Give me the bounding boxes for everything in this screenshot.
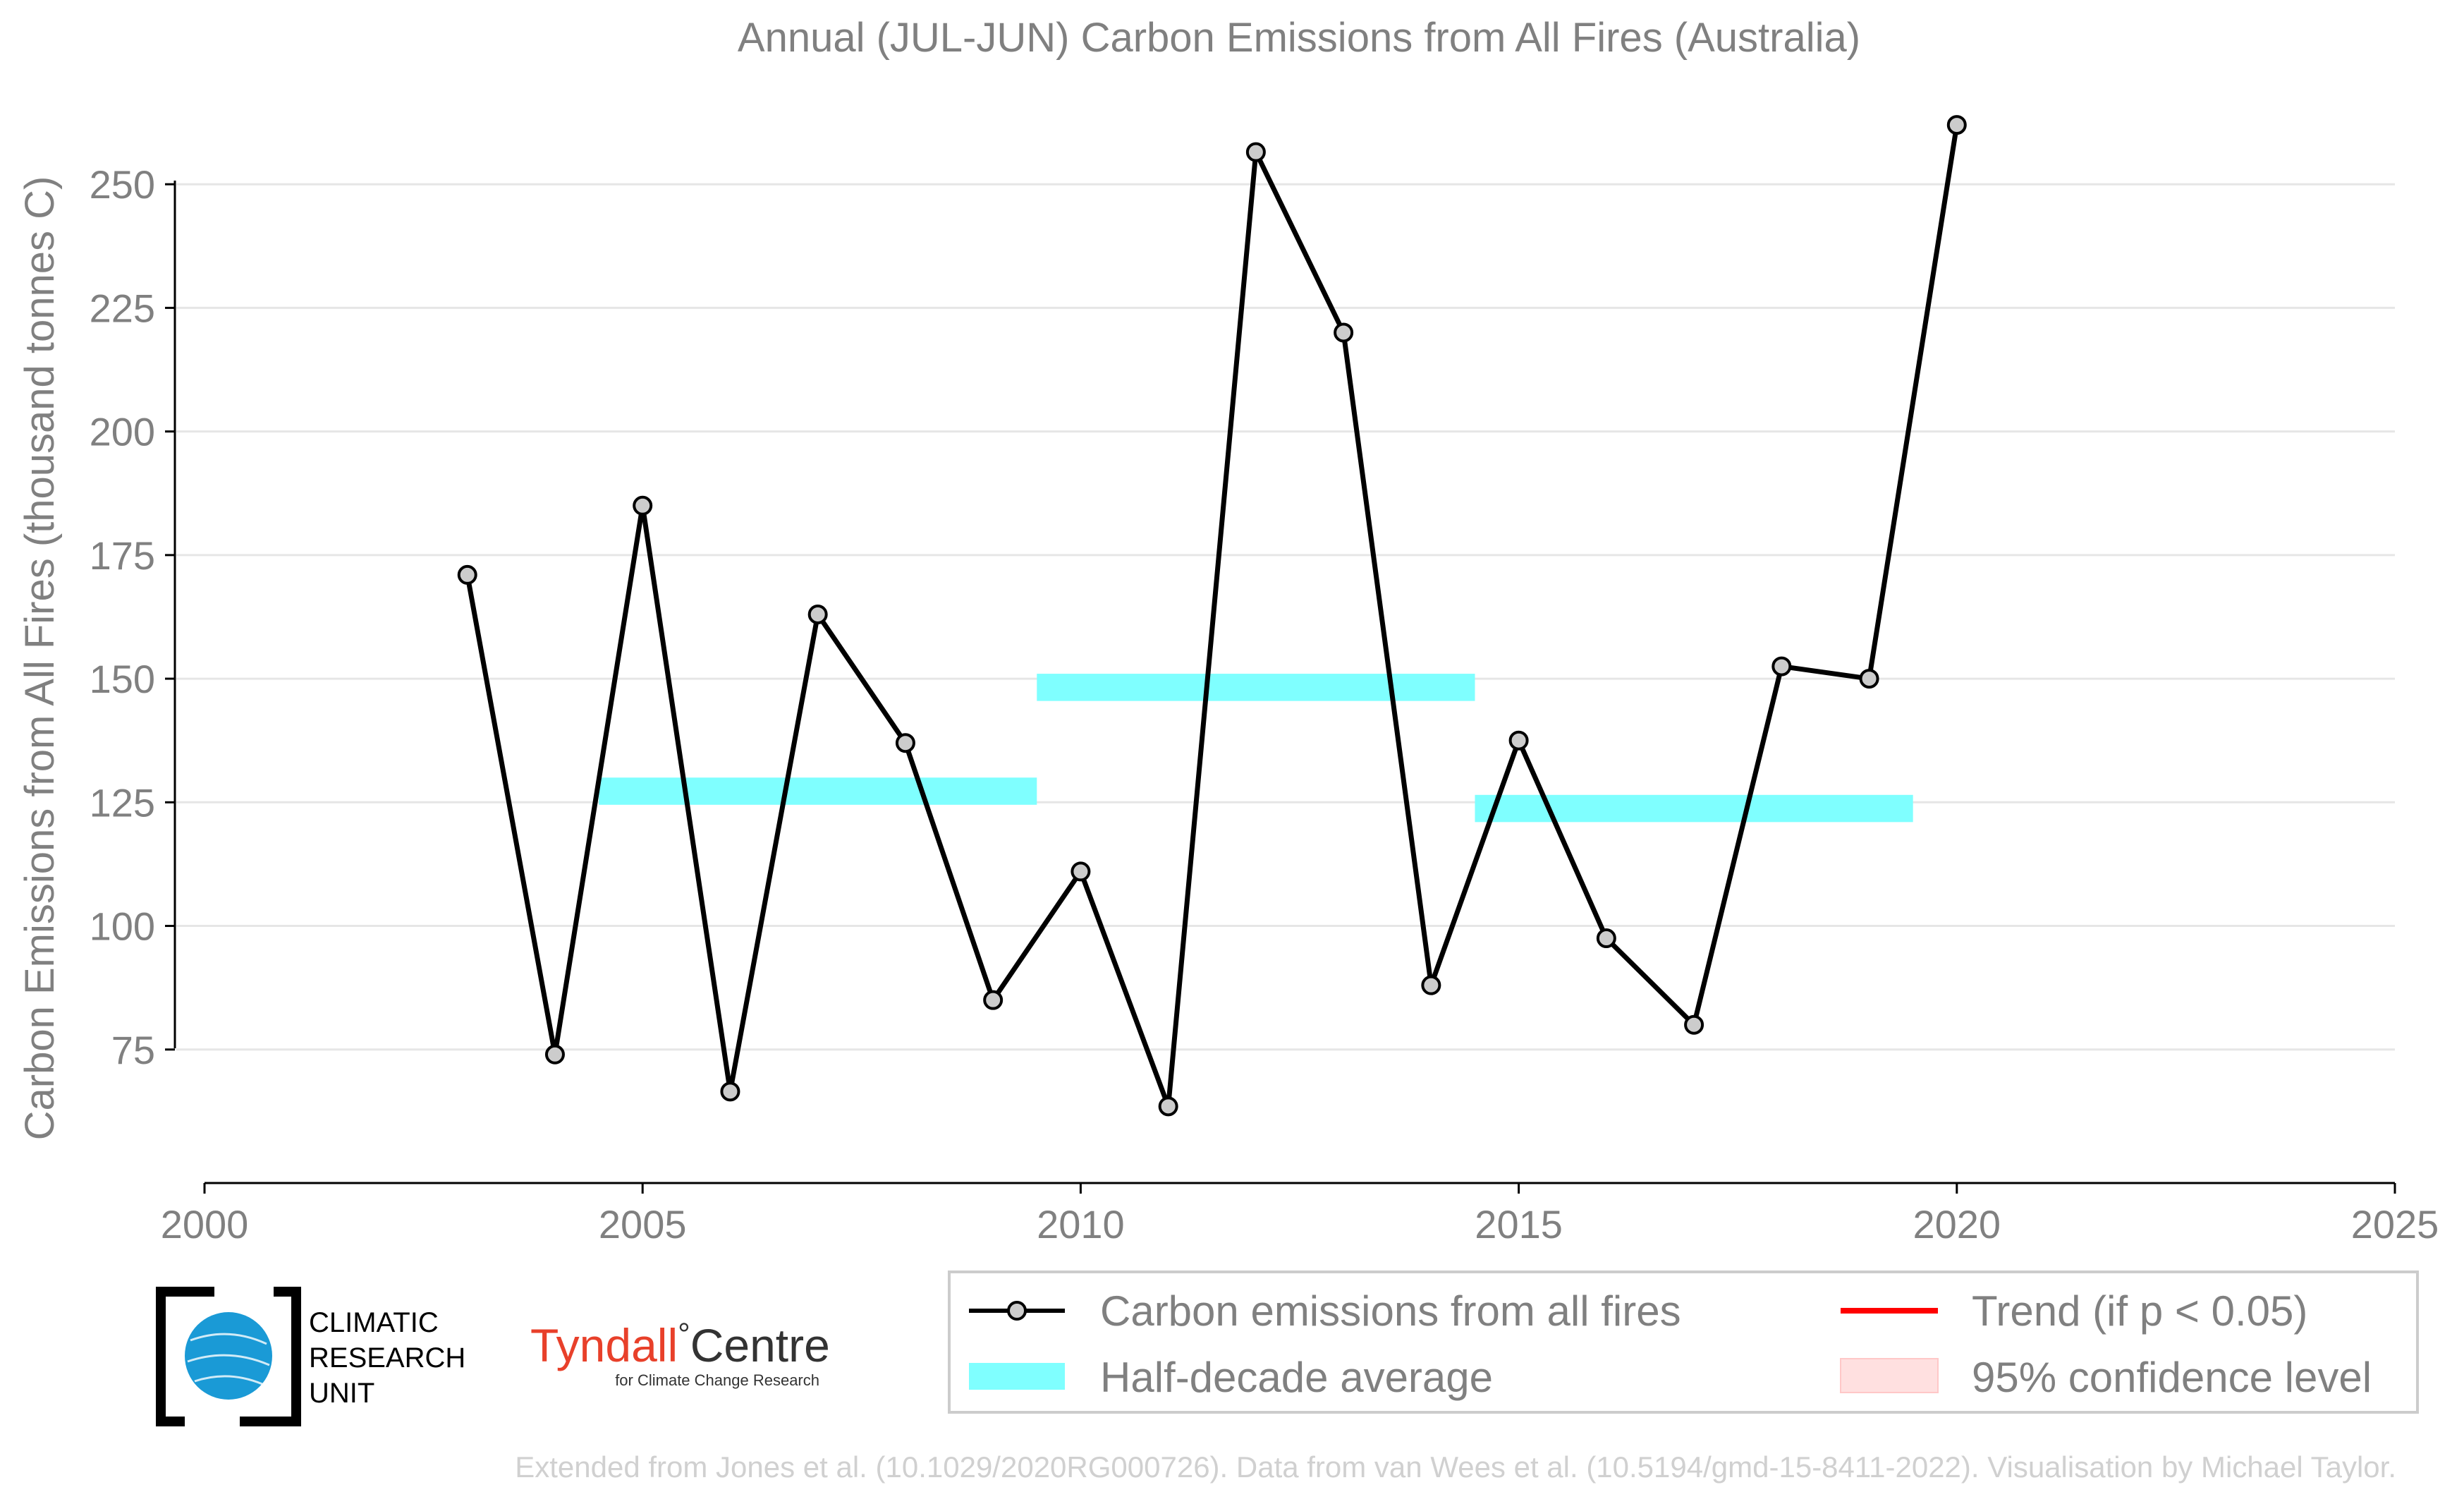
data-point — [633, 495, 653, 516]
legend-label-emissions: Carbon emissions from all fires — [1100, 1287, 1681, 1335]
grid — [176, 183, 2395, 1051]
y-ticks: 75 100 125 150 175 200 225 250 — [90, 162, 175, 1072]
y-tick-label: 150 — [90, 657, 155, 701]
tyndall-degree: ° — [678, 1317, 690, 1352]
y-tick-label: 175 — [90, 533, 155, 578]
y-tick-label: 125 — [90, 780, 155, 825]
globe-lines-icon — [187, 1333, 270, 1385]
data-point — [1508, 730, 1529, 751]
legend-label-trend: Trend (if p < 0.05) — [1972, 1287, 2307, 1335]
data-point — [544, 1044, 565, 1065]
x-tick-label: 2025 — [2351, 1202, 2439, 1247]
tyndall-logo: Tyndall°Centre for Climate Change Resear… — [530, 1317, 830, 1389]
y-axis-label: Carbon Emissions from All Fires (thousan… — [17, 176, 63, 1141]
tyndall-subtitle: for Climate Change Research — [615, 1371, 819, 1389]
x-ticks: 2000 2005 2010 2015 2020 2025 — [161, 1183, 2439, 1247]
x-tick-label: 2000 — [161, 1202, 249, 1247]
x-tick-label: 2005 — [599, 1202, 687, 1247]
cru-line-3: UNIT — [309, 1378, 374, 1409]
data-point — [895, 733, 915, 753]
half-decade-bands — [599, 674, 1913, 823]
footer-credit: Extended from Jones et al. (10.1029/2020… — [515, 1450, 2396, 1484]
data-point — [1071, 861, 1091, 882]
cru-bracket-icon — [156, 1287, 301, 1426]
y-tick-label: 100 — [90, 904, 155, 949]
data-point — [1245, 142, 1266, 162]
legend-box — [948, 1270, 2419, 1414]
half-decade-band — [1037, 674, 1475, 701]
y-tick-label: 75 — [111, 1028, 155, 1072]
cru-line-1: CLIMATIC — [309, 1307, 439, 1338]
cru-logo: CLIMATIC RESEARCH UNIT — [156, 1287, 465, 1426]
data-point — [1334, 322, 1354, 343]
legend-label-confidence: 95% confidence level — [1972, 1354, 2372, 1401]
y-tick-label: 200 — [90, 410, 155, 454]
x-tick-label: 2010 — [1037, 1202, 1125, 1247]
series-line — [465, 124, 1960, 1109]
legend-marker-emissions — [1007, 1301, 1027, 1321]
tyndall-word-2: Centre — [690, 1319, 830, 1371]
y-tick-label: 250 — [90, 162, 155, 207]
chart-title: Annual (JUL-JUN) Carbon Emissions from A… — [738, 15, 1860, 61]
data-point — [1859, 669, 1879, 689]
data-point — [1771, 656, 1792, 677]
axes — [173, 181, 2395, 1184]
series-layer — [457, 115, 1967, 1117]
cru-line-2: RESEARCH — [309, 1342, 465, 1373]
data-point — [1596, 928, 1616, 949]
data-point — [1946, 115, 1967, 135]
tyndall-wordmark: Tyndall°Centre — [530, 1317, 830, 1371]
legend-band-average — [969, 1363, 1065, 1390]
legend-label-average: Half-decade average — [1100, 1354, 1493, 1401]
data-point — [983, 990, 1004, 1010]
x-tick-label: 2020 — [1913, 1202, 2001, 1247]
half-decade-band — [599, 777, 1037, 805]
data-point — [1158, 1096, 1178, 1117]
data-point — [807, 604, 828, 624]
data-point — [1421, 975, 1441, 995]
data-point — [1684, 1014, 1704, 1035]
x-tick-label: 2015 — [1475, 1202, 1563, 1247]
half-decade-band — [1475, 794, 1913, 823]
data-point — [457, 564, 477, 585]
tyndall-word-1: Tyndall — [530, 1319, 678, 1371]
y-tick-label: 225 — [90, 286, 155, 330]
legend: Carbon emissions from all fires Trend (i… — [948, 1270, 2419, 1414]
data-point — [720, 1081, 740, 1102]
legend-patch-confidence — [1840, 1358, 1939, 1393]
